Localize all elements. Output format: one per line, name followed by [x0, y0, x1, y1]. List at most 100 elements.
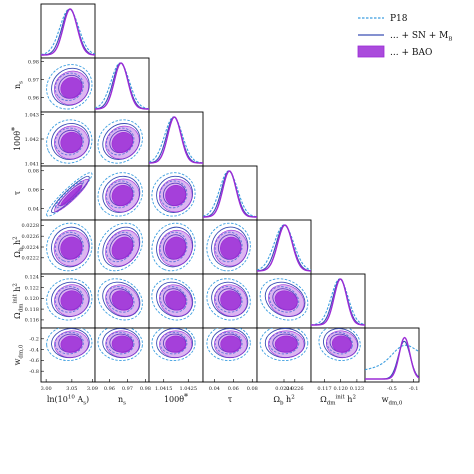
contour-0-1sigma [105, 331, 135, 355]
contour-panel-6-2: 1.0415 1.0425 [148, 327, 204, 392]
panel-frame [94, 57, 150, 113]
contour-panel-5-2 [148, 273, 204, 329]
contour-2-1sigma [111, 335, 134, 353]
contour-0-2sigma [318, 328, 361, 362]
contour-0-1sigma [214, 286, 243, 313]
contour-2-1sigma [111, 184, 134, 207]
y-tick-label: -0.8 [29, 369, 39, 375]
contour-2-1sigma [165, 236, 187, 260]
contour-0-1sigma [105, 127, 135, 156]
x-tick-label: 0.0226 [286, 386, 304, 392]
marginal-panel-0 [40, 3, 96, 59]
contour-panel-4-0: 0.0228 0.0226 0.0224 0.0222 [22, 219, 96, 275]
contour-0-1sigma [214, 231, 243, 263]
y-tick-label: 0.0224 [22, 245, 40, 251]
panel-frame [148, 111, 204, 167]
contour-0-2sigma [206, 222, 251, 272]
contour-0-2sigma [259, 278, 309, 321]
x-tick-label: -0.1 [409, 386, 419, 392]
y-tick-label: -0.2 [29, 337, 39, 343]
x-tick-label: -0.5 [387, 386, 397, 392]
contour-0-2sigma [151, 278, 196, 321]
contour-0-2sigma [97, 119, 143, 164]
legend: P18 ... + SN + MB​ ... + BAO [357, 14, 452, 58]
contour-panel-5-3 [202, 273, 258, 329]
y-axis-label-6: wdm,0​ [13, 344, 25, 365]
contour-panel-3-0: 0.04 0.06 0.08 [28, 165, 96, 221]
x-tick-label: 3.00 [41, 386, 52, 392]
x-axis-label-4: Ωb​ h2​ [273, 395, 294, 407]
contour-0-2sigma [151, 172, 196, 217]
y-tick-label: 0.116 [25, 318, 39, 324]
contour-0-1sigma [159, 286, 188, 313]
contour-1-2sigma [51, 175, 90, 213]
x-tick-label: 0.06 [228, 386, 239, 392]
contour-0-2sigma [46, 119, 93, 164]
legend-label-0: P18 [390, 14, 408, 24]
y-tick-label: 1.043 [25, 112, 39, 118]
contour-0-1sigma [54, 286, 84, 313]
marginal-panel-5 [310, 273, 366, 329]
contour-panel-3-1 [94, 165, 150, 221]
contour-panel-2-0: 1.043 1.042 1.041 [25, 111, 96, 167]
x-tick-label: 0.04 [209, 386, 220, 392]
contour-2-1sigma [165, 290, 187, 311]
contour-0-1sigma [54, 72, 84, 102]
y-tick-label: 0.0222 [22, 256, 40, 262]
y-axis-label-1: ns​ [13, 81, 25, 89]
contour-panel-4-2 [148, 219, 204, 275]
marginal-curve-2 [41, 8, 95, 56]
contour-0-1sigma [268, 331, 300, 355]
contour-0-2sigma [259, 328, 309, 362]
contour-2-1sigma [165, 184, 187, 207]
y-tick-label: -0.4 [29, 347, 39, 353]
x-axis-label-0: ln(1010​ As​) [47, 395, 89, 407]
x-tick-label: 0.120 [334, 386, 348, 392]
y-axis-label-4: Ωb​ h2​ [13, 236, 25, 257]
contour-0-1sigma [214, 331, 243, 355]
y-tick-label: 1.042 [25, 137, 39, 143]
contour-panel-4-3 [202, 219, 258, 275]
legend-swatch-2 [357, 45, 385, 58]
contour-panel-2-1 [94, 111, 150, 167]
marginal-panel-1 [94, 57, 150, 113]
marginal-curve-0 [311, 278, 365, 326]
contour-2-1sigma [60, 77, 83, 99]
marginal-curve-2 [203, 170, 257, 218]
panel-frame [256, 219, 312, 275]
x-axis-label-6: wdm,0​ [382, 395, 403, 407]
contour-panel-1-0: 0.96 0.97 0.98 [28, 57, 96, 113]
marginal-panel-3 [202, 165, 258, 221]
y-tick-label: 0.120 [25, 296, 39, 302]
contour-2-1sigma [60, 131, 83, 154]
contour-0-1sigma [54, 331, 84, 355]
contour-panel-6-0: 3.00 3.05 3.09 -0.2 -0.4 -0.6 -0.8 [29, 327, 98, 392]
x-axis-label-2: 100θ​* [164, 393, 188, 405]
contour-1-2sigma [156, 281, 194, 318]
marginal-curve-2 [95, 62, 149, 110]
contour-panel-6-3: 0.04 0.06 0.08 [202, 327, 258, 392]
contour-panel-6-1: 0.96 0.97 0.98 [94, 327, 151, 392]
contour-0-2sigma [46, 222, 93, 272]
y-tick-label: 0.06 [28, 187, 39, 193]
contour-2-1sigma [111, 290, 134, 311]
contour-0-2sigma [97, 172, 143, 217]
contour-2-1sigma [60, 290, 83, 311]
x-tick-label: 0.96 [104, 386, 115, 392]
contour-0-1sigma [159, 331, 188, 355]
contour-0-2sigma [206, 278, 251, 321]
contour-0-2sigma [46, 328, 93, 362]
x-tick-label: 1.0415 [155, 386, 173, 392]
contour-panel-3-2 [148, 165, 204, 221]
marginal-curve-0 [365, 344, 419, 371]
contour-2-1sigma [331, 335, 352, 353]
contour-0-2sigma [97, 278, 143, 321]
contour-panel-5-1 [94, 273, 150, 329]
y-tick-label: -0.6 [29, 358, 39, 364]
contour-0-1sigma [54, 127, 84, 156]
y-tick-label: 0.96 [28, 95, 39, 101]
y-tick-label: 0.08 [28, 169, 39, 175]
marginal-curve-2 [311, 278, 365, 326]
